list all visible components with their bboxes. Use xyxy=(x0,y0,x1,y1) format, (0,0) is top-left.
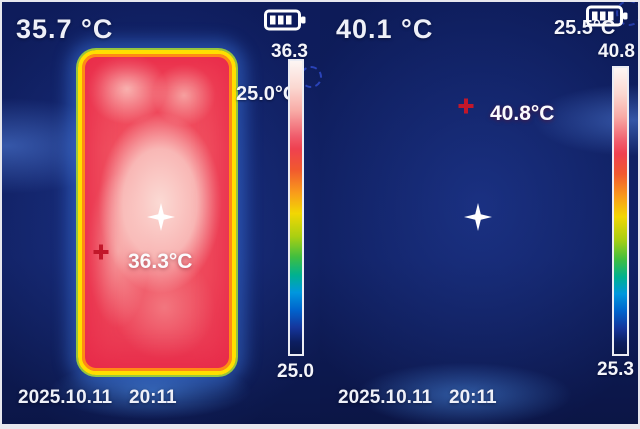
palette-min-label-left: 25.0 xyxy=(277,361,314,382)
thermal-panel-left xyxy=(0,0,320,429)
center-temp-readout-right: 40.1 °C xyxy=(336,14,434,44)
date-text: 2025.10.11 xyxy=(338,387,433,408)
time-text: 20:11 xyxy=(449,387,497,408)
date-text: 2025.10.11 xyxy=(18,387,113,408)
hot-spot-temp-label-left: 36.3°C xyxy=(128,250,193,273)
hot-spot-marker-icon-left xyxy=(83,234,119,270)
palette-max-label-right: 40.8 xyxy=(598,41,635,62)
color-palette-bar-right xyxy=(612,66,629,356)
palette-max-label-left: 36.3 xyxy=(271,41,308,62)
cold-spot-temp-label-left: 25.0°C xyxy=(236,83,298,105)
cold-spot-temp-label-right: 25.5°C xyxy=(554,17,616,39)
battery-icon xyxy=(586,5,628,32)
cold-spot-marker-icon-right xyxy=(616,0,640,26)
timestamp-left: 2025.10.11 20:11 xyxy=(18,387,177,409)
palette-min-label-right: 25.3 xyxy=(597,359,634,380)
time-text: 20:11 xyxy=(129,387,177,408)
hot-spot-marker-icon-right xyxy=(448,88,484,124)
battery-icon xyxy=(264,9,306,36)
center-temp-readout-left: 35.7 °C xyxy=(16,14,114,44)
timestamp-right: 2025.10.11 20:11 xyxy=(338,387,497,409)
hot-spot-temp-label-right: 40.8°C xyxy=(490,102,555,125)
color-palette-bar-left xyxy=(288,59,304,356)
thermal-phone-image-left xyxy=(78,50,236,375)
